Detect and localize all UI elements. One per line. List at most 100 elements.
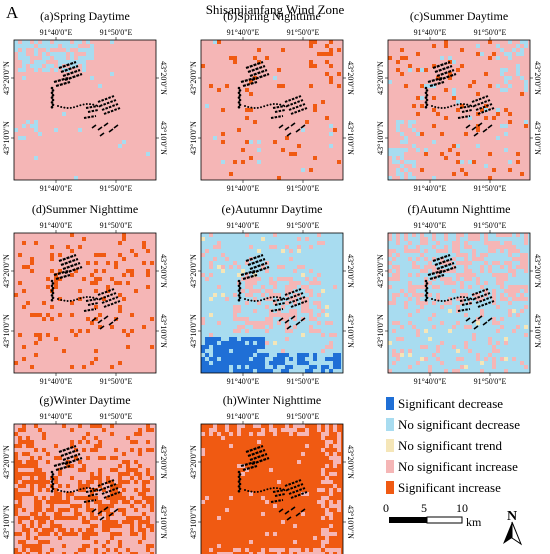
bottom-tick-label: 91°50'0"E <box>100 377 133 386</box>
right-tick-label: 43°20'0"N <box>533 254 542 288</box>
map-panel-a: (a)Spring Daytime 91°40'0"E 91°40'0"E 43°20… <box>2 9 168 193</box>
legend-item-no_sig_increase: No significant increase <box>386 459 518 474</box>
raster-cells <box>201 233 343 373</box>
bottom-tick-label: 91°40'0"E <box>40 184 73 193</box>
north-arrow-icon-right <box>511 521 523 546</box>
bottom-tick-label: 91°50'0"E <box>474 377 507 386</box>
panel-label: (g)Winter Daytime <box>39 393 130 407</box>
panel-label: (c)Summer Daytime <box>410 9 508 23</box>
top-tick-label: 91°50'0"E <box>100 412 133 421</box>
raster-cells <box>388 233 530 373</box>
right-tick-label: 43°10'0"N <box>346 121 355 155</box>
left-tick-label: 43°10'0"N <box>189 314 198 348</box>
bottom-tick-label: 91°50'0"E <box>474 184 507 193</box>
legend-swatch <box>386 397 394 410</box>
left-tick-label: 43°20'0"N <box>2 445 11 479</box>
left-tick-label: 43°20'0"N <box>376 254 385 288</box>
north-arrow-icon <box>503 522 512 544</box>
legend: Significant decrease No significant decre… <box>386 396 520 495</box>
raster-cells <box>388 40 530 180</box>
raster-cells <box>14 233 156 373</box>
wind-turbine-clusters <box>50 444 121 521</box>
right-tick-label: 43°20'0"N <box>346 61 355 95</box>
north-arrow: N <box>503 509 523 546</box>
top-tick-label: 91°50'0"E <box>287 28 320 37</box>
right-tick-label: 43°10'0"N <box>159 121 168 155</box>
left-tick-label: 43°20'0"N <box>189 445 198 479</box>
scale-bar-segment <box>426 516 463 524</box>
map-panel-e: (e)Autumnr Daytime 91°40'0"E 91°40'0"E 43°2… <box>189 202 355 386</box>
legend-label: No significant trend <box>398 438 502 453</box>
right-tick-label: 43°10'0"N <box>159 505 168 539</box>
top-tick-label: 91°40'0"E <box>227 412 260 421</box>
raster-cells <box>201 424 343 554</box>
legend-item-no_sig_decrease: No significant decrease <box>386 417 520 432</box>
map-frame <box>387 39 531 181</box>
map-frame <box>13 423 157 554</box>
map-frame <box>13 232 157 374</box>
panel-label: (f)Autumn Nighttime <box>408 202 511 216</box>
left-tick-label: 43°10'0"N <box>376 121 385 155</box>
left-tick-label: 43°10'0"N <box>189 505 198 539</box>
bottom-tick-label: 91°50'0"E <box>100 184 133 193</box>
legend-swatch <box>386 418 394 431</box>
top-tick-label: 91°40'0"E <box>414 221 447 230</box>
top-tick-label: 91°40'0"E <box>227 28 260 37</box>
map-frame <box>387 232 531 374</box>
right-tick-label: 43°20'0"N <box>346 445 355 479</box>
right-tick-label: 43°20'0"N <box>159 254 168 288</box>
legend-label: Significant increase <box>398 480 501 495</box>
top-tick-label: 91°40'0"E <box>40 221 73 230</box>
scale-tick-label: 0 <box>383 501 389 515</box>
left-tick-label: 43°20'0"N <box>189 254 198 288</box>
map-panel-h: (h)Winter Nighttime91°40'0"E91°40'0"E43°… <box>189 393 355 554</box>
wind-turbine-clusters <box>237 253 308 330</box>
map-panel-f: (f)Autumn Nighttime 91°40'0"E 91°40'0"E 43°… <box>376 202 542 386</box>
top-tick-label: 91°50'0"E <box>100 221 133 230</box>
panel-label: (h)Winter Nighttime <box>223 393 322 407</box>
legend-swatch <box>386 439 394 452</box>
scale-tick-label: 5 <box>421 501 427 515</box>
map-frame <box>200 39 344 181</box>
panel-label: (a)Spring Daytime <box>40 9 130 23</box>
top-tick-label: 91°50'0"E <box>287 412 320 421</box>
bottom-tick-label: 91°40'0"E <box>227 377 260 386</box>
wind-turbine-clusters <box>424 253 495 330</box>
bottom-tick-label: 91°40'0"E <box>40 377 73 386</box>
map-panel-g: (g)Winter Daytime91°40'0"E91°40'0"E43°20… <box>2 393 168 554</box>
top-tick-label: 91°40'0"E <box>414 28 447 37</box>
wind-turbine-clusters <box>50 253 121 330</box>
map-frame <box>13 39 157 181</box>
panel-label: (e)Autumnr Daytime <box>222 202 323 216</box>
left-tick-label: 43°20'0"N <box>376 61 385 95</box>
bottom-tick-label: 91°50'0"E <box>287 377 320 386</box>
left-tick-label: 43°20'0"N <box>189 61 198 95</box>
legend-label: No significant decrease <box>398 417 520 432</box>
scale-bar-segment <box>389 517 427 523</box>
left-tick-label: 43°10'0"N <box>376 314 385 348</box>
left-tick-label: 43°10'0"N <box>2 314 11 348</box>
right-tick-label: 43°20'0"N <box>159 445 168 479</box>
top-tick-label: 91°40'0"E <box>40 412 73 421</box>
legend-label: Significant decrease <box>398 396 503 411</box>
wind-turbine-clusters <box>237 444 308 521</box>
raster-cells <box>201 40 343 180</box>
top-tick-label: 91°40'0"E <box>40 28 73 37</box>
bottom-tick-label: 91°40'0"E <box>227 184 260 193</box>
right-tick-label: 43°20'0"N <box>533 61 542 95</box>
legend-item-sig_decrease: Significant decrease <box>386 396 503 411</box>
right-tick-label: 43°10'0"N <box>159 314 168 348</box>
wind-turbine-clusters <box>50 60 121 137</box>
scale-unit: km <box>466 515 482 529</box>
bottom-tick-label: 91°50'0"E <box>287 184 320 193</box>
raster-cells <box>14 40 156 180</box>
legend-swatch <box>386 481 394 494</box>
bottom-tick-label: 91°40'0"E <box>414 377 447 386</box>
map-frame <box>200 232 344 374</box>
top-tick-label: 91°50'0"E <box>100 28 133 37</box>
left-tick-label: 43°20'0"N <box>2 61 11 95</box>
panel-label: (b)Spring Nighttime <box>223 9 321 23</box>
top-tick-label: 91°50'0"E <box>287 221 320 230</box>
scale-tick-label: 10 <box>456 501 468 515</box>
